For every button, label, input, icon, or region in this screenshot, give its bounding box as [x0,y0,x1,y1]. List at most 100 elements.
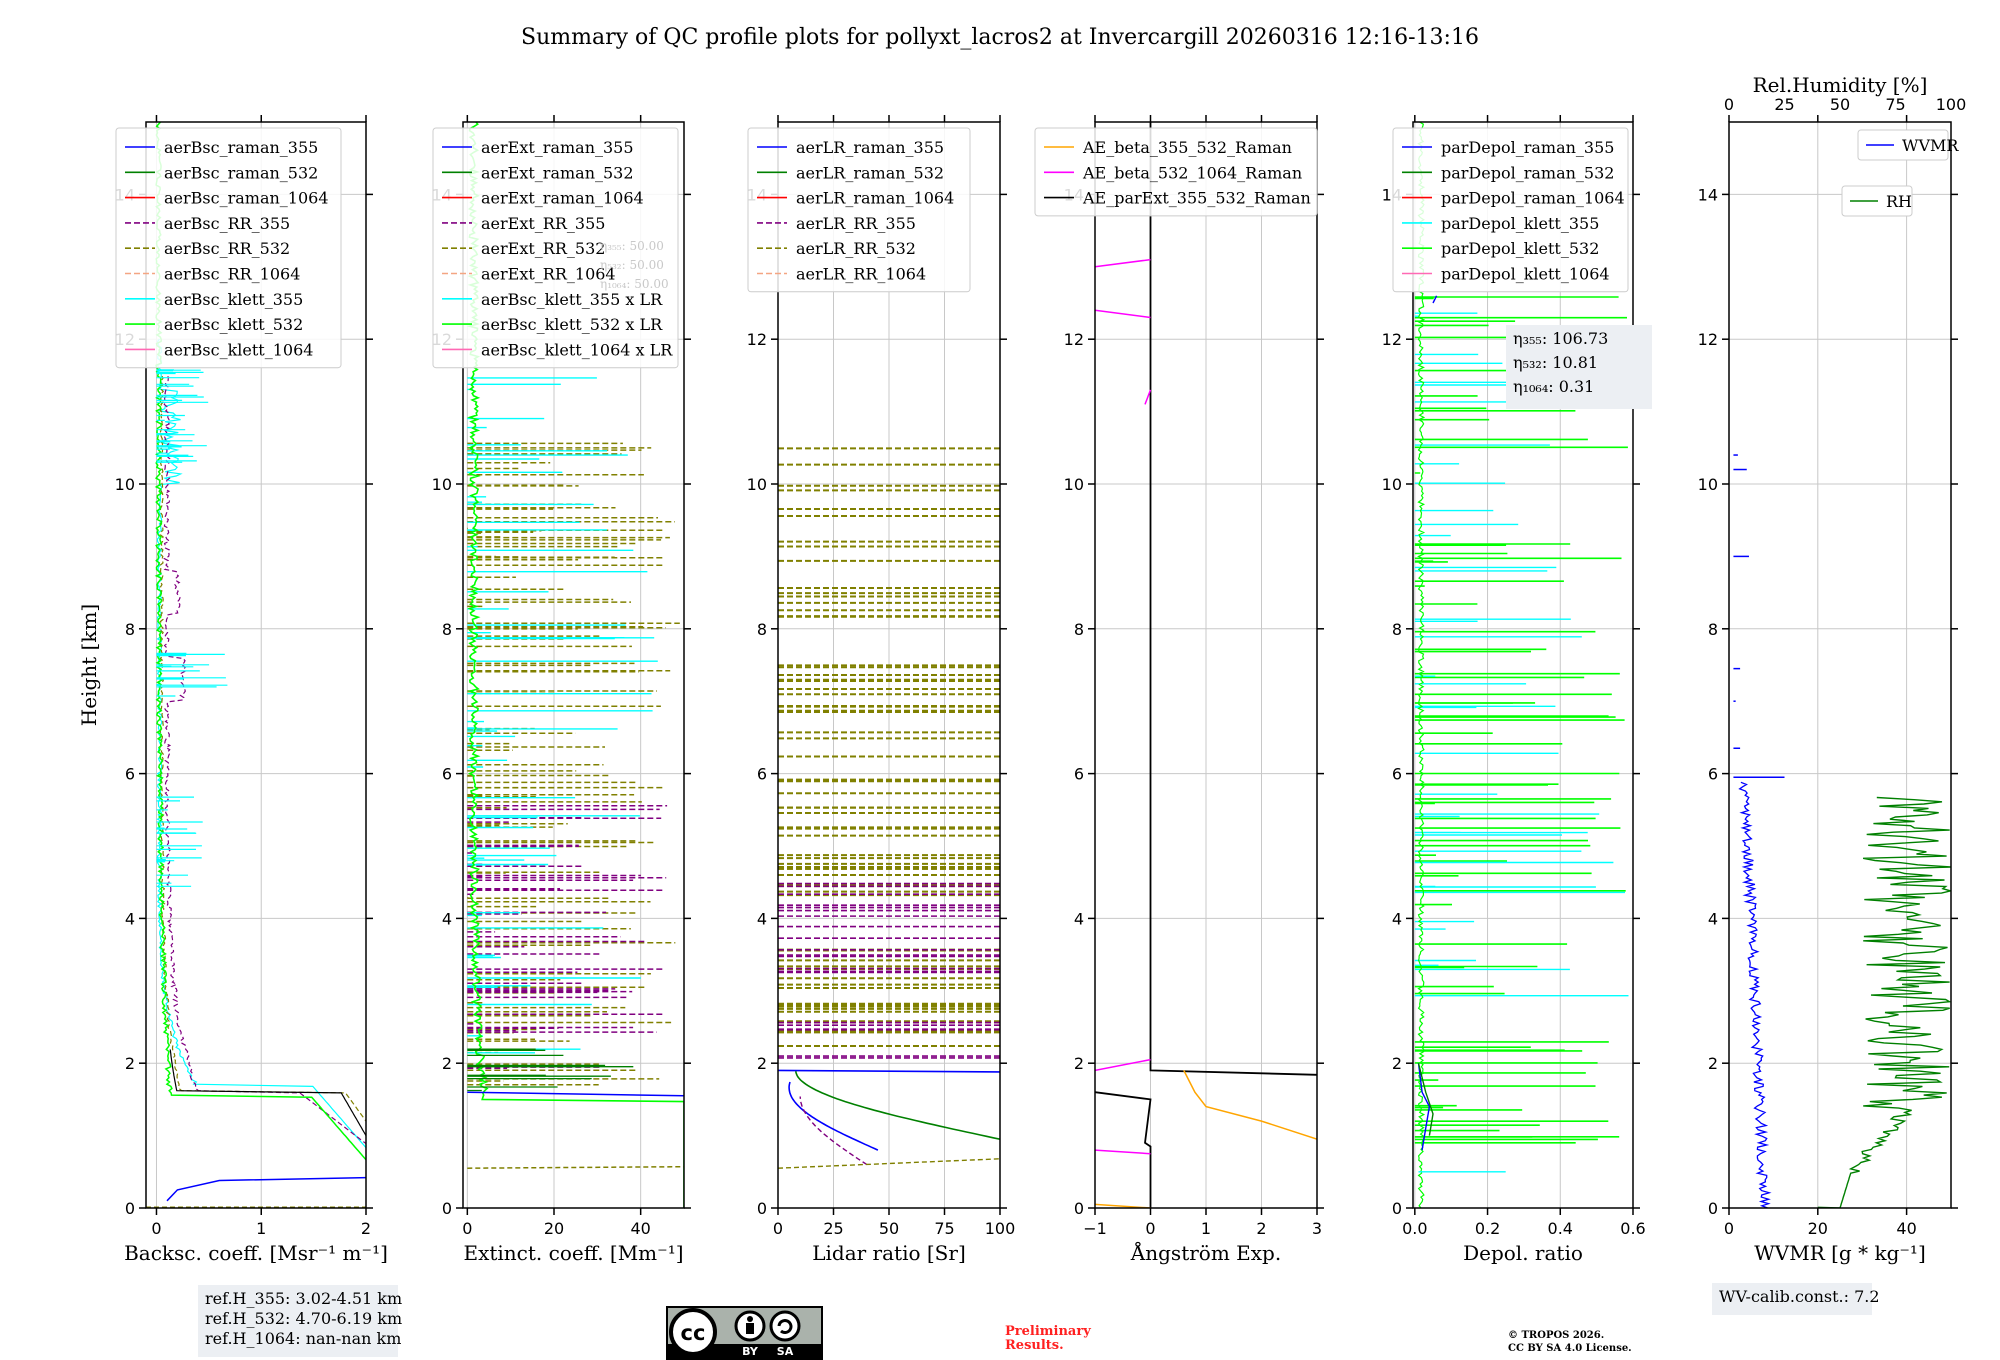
xtick-label-bsc-0: 0 [151,1219,161,1238]
info-bg-wv [1712,1283,1872,1315]
xtick-label-depol-1: 0.2 [1475,1219,1500,1238]
legend-label-lr-4: aerLR_RR_532 [796,239,916,258]
xtick-label-ae-3: 2 [1256,1219,1266,1238]
ytick-label-depol-1: 2 [1392,1054,1402,1073]
ytick-label-bsc-1: 2 [125,1054,135,1073]
ytick-label-depol-5: 10 [1382,475,1402,494]
ae-beta532-seg-0 [1095,258,1151,268]
xtick-label-bsc-1: 1 [256,1219,266,1238]
xtick-label-lr-4: 100 [985,1219,1016,1238]
legend-label-wv-1: RH [1886,192,1912,211]
panel-wv: 0 20 40 0 2 4 6 8 10 12 14 WVMR [g * kg⁻¹] Rel.Humid… [1698,73,1966,1315]
legend-label-ext-3: aerExt_RR_355 [481,214,605,233]
legend-ext: aerExt_raman_355 aerExt_raman_532 aerExt_r… [432,127,679,369]
lr-raman355-curve [788,1081,879,1151]
ytick-label-wv-1: 2 [1708,1054,1718,1073]
ae-beta355-curve [1183,1070,1317,1140]
ae-beta532-seg-3 [1095,1058,1151,1072]
preliminary-note: Preliminary Results. [1005,1324,1091,1353]
ytick-label-ext-2: 4 [442,909,452,928]
ytick-label-bsc-5: 10 [115,475,135,494]
profile-panels: 01202468101214Backsc. coeff. [Msr⁻¹ m⁻¹]… [77,73,1966,1357]
axes-frame-wv [1728,121,1952,1209]
copyright-line-1: © TROPOS 2026. [1508,1330,1604,1341]
preliminary-line-2: Results. [1005,1338,1064,1353]
ytick-label-ae-2: 4 [1074,909,1084,928]
xtick-label-depol-2: 0.4 [1548,1219,1573,1238]
ytick-label-depol-6: 12 [1382,330,1402,349]
legend-label-depol-4: parDepol_klett_532 [1441,239,1599,258]
ytick-label-wv-0: 0 [1708,1199,1718,1218]
plot-area-depol [1413,122,1633,1208]
xlabel-ext: Extinct. coeff. [Mm⁻¹] [463,1241,683,1265]
copyright-line-2: CC BY SA 4.0 License. [1508,1343,1632,1354]
cc-badge-by-text: BY [742,1345,759,1358]
legend-label-depol-0: parDepol_raman_355 [1441,138,1614,157]
depol-raman532 [1417,1063,1434,1136]
ae-beta532-seg-4 [1095,1149,1151,1155]
axes-frame-bsc [145,121,367,1209]
info-line-depol-2: η₁₀₆₄: 0.31 [1513,377,1594,396]
legend-box-bsc [115,127,342,369]
ytick-label-ae-5: 10 [1064,475,1084,494]
info-box-depol: η₃₅₅: 106.73 η₅₃₂: 10.81 η₁₀₆₄: 0.31 [1506,325,1652,409]
spikes-ext-rr355 [467,804,668,1069]
xlabel-ae: Ångström Exp. [1130,1240,1281,1265]
legend-label-lr-0: aerLR_raman_355 [796,138,944,157]
preliminary-line-1: Preliminary [1005,1324,1091,1339]
spikes-bsc-cyan2 [156,652,228,697]
info-line-depol-1: η₅₃₂: 10.81 [1513,353,1598,372]
ytick-label-ext-4: 8 [442,620,452,639]
ytick-label-depol-2: 4 [1392,909,1402,928]
legend-label-ext-8: aerBsc_klett_1064 x LR [481,340,673,359]
series-bsc-raman355 [166,1176,366,1202]
legend-depol: parDepol_raman_355 parDepol_raman_532 parD… [1392,127,1629,293]
panel-ae: −1012302468101214Ångström Exp.AE_beta_35… [1034,115,1324,1265]
info-line-depol-0: η₃₅₅: 106.73 [1513,329,1608,348]
legend-label-bsc-0: aerBsc_raman_355 [164,138,318,157]
ylabel-bsc: Height [km] [77,604,101,726]
legend-label-ext-4: aerExt_RR_532 [481,239,605,258]
xtick-label-ext-1: 20 [544,1219,564,1238]
top-tick-label-wv-0: 0 [1724,95,1734,114]
legend-label-bsc-4: aerBsc_RR_532 [164,239,290,258]
info-line-bsc-2: ref.H_1064: nan-nan km [205,1329,401,1348]
legend-label-depol-5: parDepol_klett_1064 [1441,265,1610,284]
ext-eta-text-2: η₁₀₆₄: 50.00 [600,277,669,291]
ytick-label-wv-6: 12 [1698,330,1718,349]
ytick-label-ext-1: 2 [442,1054,452,1073]
ytick-label-bsc-2: 4 [125,909,135,928]
legend-label-lr-3: aerLR_RR_355 [796,214,916,233]
info-bg-depol [1506,325,1652,409]
ytick-label-ae-1: 2 [1074,1054,1084,1073]
series-wv-rh [1817,796,1951,1208]
ytick-label-ext-5: 10 [432,475,452,494]
ytick-label-ae-3: 6 [1074,765,1084,784]
info-line-bsc-1: ref.H_532: 4.70-6.19 km [205,1309,402,1328]
spikes-depol-klett532 [1414,296,1628,1144]
panel-bsc: 01202468101214Backsc. coeff. [Msr⁻¹ m⁻¹]… [77,115,402,1357]
ytick-label-ae-4: 8 [1074,620,1084,639]
top-tick-label-wv-1: 25 [1774,95,1794,114]
ytick-label-lr-0: 0 [757,1199,767,1218]
ytick-label-bsc-0: 0 [125,1199,135,1218]
legend-box-wv-0 [1857,129,1949,161]
legend-label-ext-7: aerBsc_klett_532 x LR [481,315,663,334]
ytick-label-lr-2: 4 [757,909,767,928]
xtick-label-ae-1: 0 [1145,1219,1155,1238]
info-bg-bsc [198,1285,398,1357]
legend-label-lr-5: aerLR_RR_1064 [796,265,926,284]
series-bsc-klett355 [156,338,366,1149]
xtick-label-ext-2: 40 [630,1219,650,1238]
legend-label-ext-6: aerBsc_klett_355 x LR [481,290,663,309]
info-line-bsc-0: ref.H_355: 3.02-4.51 km [205,1289,402,1308]
xtick-label-wv-0: 0 [1724,1219,1734,1238]
ytick-label-depol-0: 0 [1392,1199,1402,1218]
axes-frame-depol [1412,121,1634,1209]
legend-label-lr-1: aerLR_raman_532 [796,163,944,182]
ae-beta532-seg-2 [1144,389,1152,405]
legend-box-lr [747,127,971,293]
